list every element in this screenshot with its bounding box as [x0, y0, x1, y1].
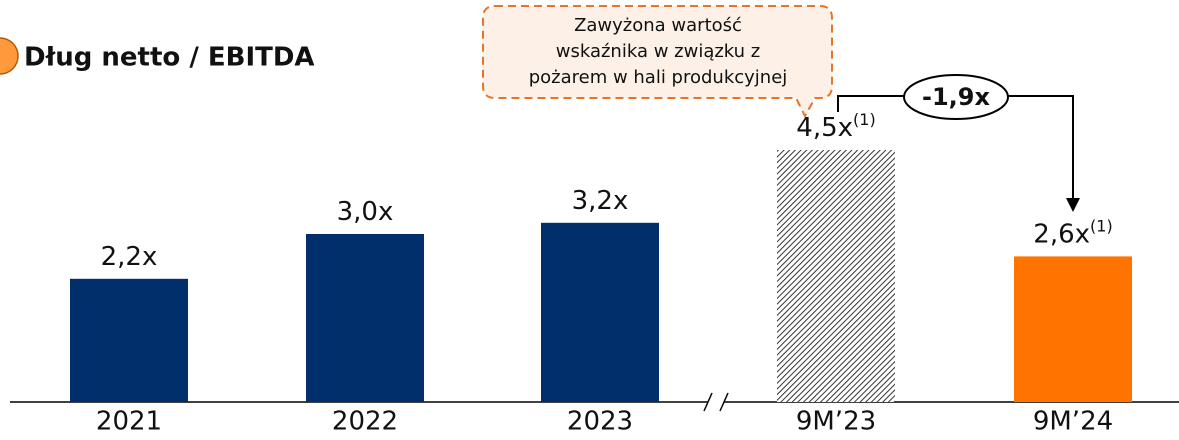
annotation-text: Zawyżona wartość	[574, 15, 742, 36]
change-arrowhead	[1066, 198, 1080, 212]
annotation-text: pożarem w hali produkcyjnej	[529, 67, 788, 88]
value-label-note: (1)	[1090, 216, 1113, 235]
change-label: -1,9x	[922, 83, 990, 111]
x-tick-label: 9M’23	[796, 407, 876, 437]
chart-title: Dług netto / EBITDA	[24, 43, 315, 73]
annotation-callout	[482, 5, 833, 119]
change-badge	[903, 74, 1009, 120]
value-label-text: 2,6x	[1033, 219, 1090, 249]
value-label: 2,6x(1)	[1033, 216, 1112, 249]
bar	[306, 234, 424, 402]
value-label-note: (1)	[853, 110, 876, 129]
value-label: 3,2x	[572, 185, 629, 215]
x-tick-label: 2023	[567, 407, 633, 437]
value-label-text: 4,5x	[796, 113, 853, 143]
value-label-text: 3,0x	[337, 197, 394, 227]
bar	[1014, 256, 1132, 402]
value-label: 4,5x(1)	[796, 110, 875, 143]
x-tick-label: 2021	[96, 407, 162, 437]
bar	[777, 150, 895, 402]
title-badge	[0, 37, 19, 75]
bar	[541, 222, 659, 402]
x-tick-label: 2022	[332, 407, 398, 437]
bar	[70, 278, 188, 402]
axis-break	[719, 392, 729, 412]
value-label-text: 3,2x	[572, 185, 629, 215]
axis-break	[703, 392, 713, 412]
value-label: 3,0x	[337, 197, 394, 227]
value-label: 2,2x	[101, 241, 158, 271]
annotation-text: wskaźnika w związku z	[556, 41, 761, 62]
value-label-text: 2,2x	[101, 241, 158, 271]
x-tick-label: 9M’24	[1033, 407, 1113, 437]
